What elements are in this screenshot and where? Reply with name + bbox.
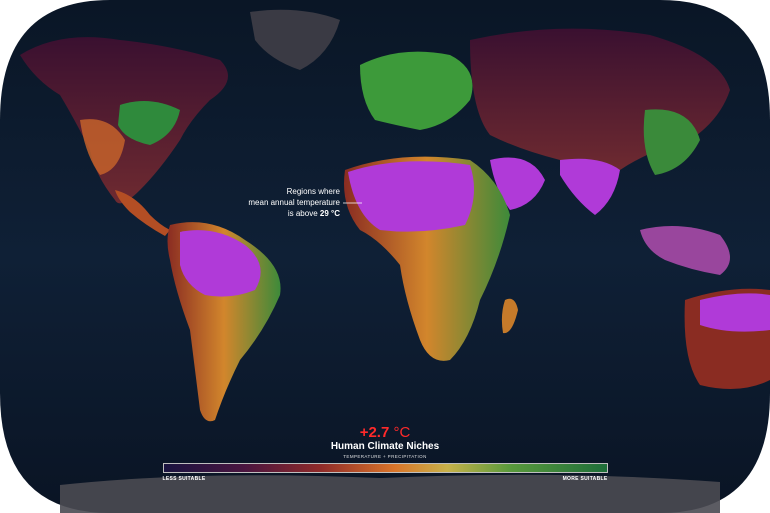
annotation-line-2: mean annual temperature [248,198,340,207]
legend: +2.7 °C Human Climate Niches TEMPERATURE… [160,424,610,482]
australia-hot [700,293,770,332]
antarctica [60,474,720,513]
suitability-color-bar [162,463,608,473]
more-suitable-label: MORE SUITABLE [562,476,608,482]
annotation-line-1: Regions where [286,187,340,196]
east-asia-green [643,109,700,175]
warming-value: +2.7 [359,424,390,441]
annotation-prefix: is above [287,209,320,218]
warming-scenario: +2.7 °C [160,424,610,441]
madagascar [501,298,518,334]
se-asia-islands [640,226,730,275]
hot-regions-annotation: Regions where mean annual temperature is… [218,186,340,219]
annotation-line-3: is above 29 °C [218,208,340,219]
color-bar-labels: LESS SUITABLE MORE SUITABLE [163,476,608,482]
south-asia-hot [560,158,620,215]
less-suitable-label: LESS SUITABLE [162,476,206,482]
central-america [115,190,170,236]
arabia-hot [490,157,545,210]
annotation-threshold: 29 °C [319,209,340,218]
south-america-hot [180,230,261,297]
sahara-hot [348,161,474,232]
legend-subtitle: TEMPERATURE + PRECIPITATION [343,454,427,459]
warming-unit: °C [389,424,411,441]
greenland [250,9,340,70]
legend-title: Human Climate Niches [330,441,440,452]
north-america-green [118,101,180,145]
europe [360,51,473,130]
north-america-warm [80,119,125,175]
